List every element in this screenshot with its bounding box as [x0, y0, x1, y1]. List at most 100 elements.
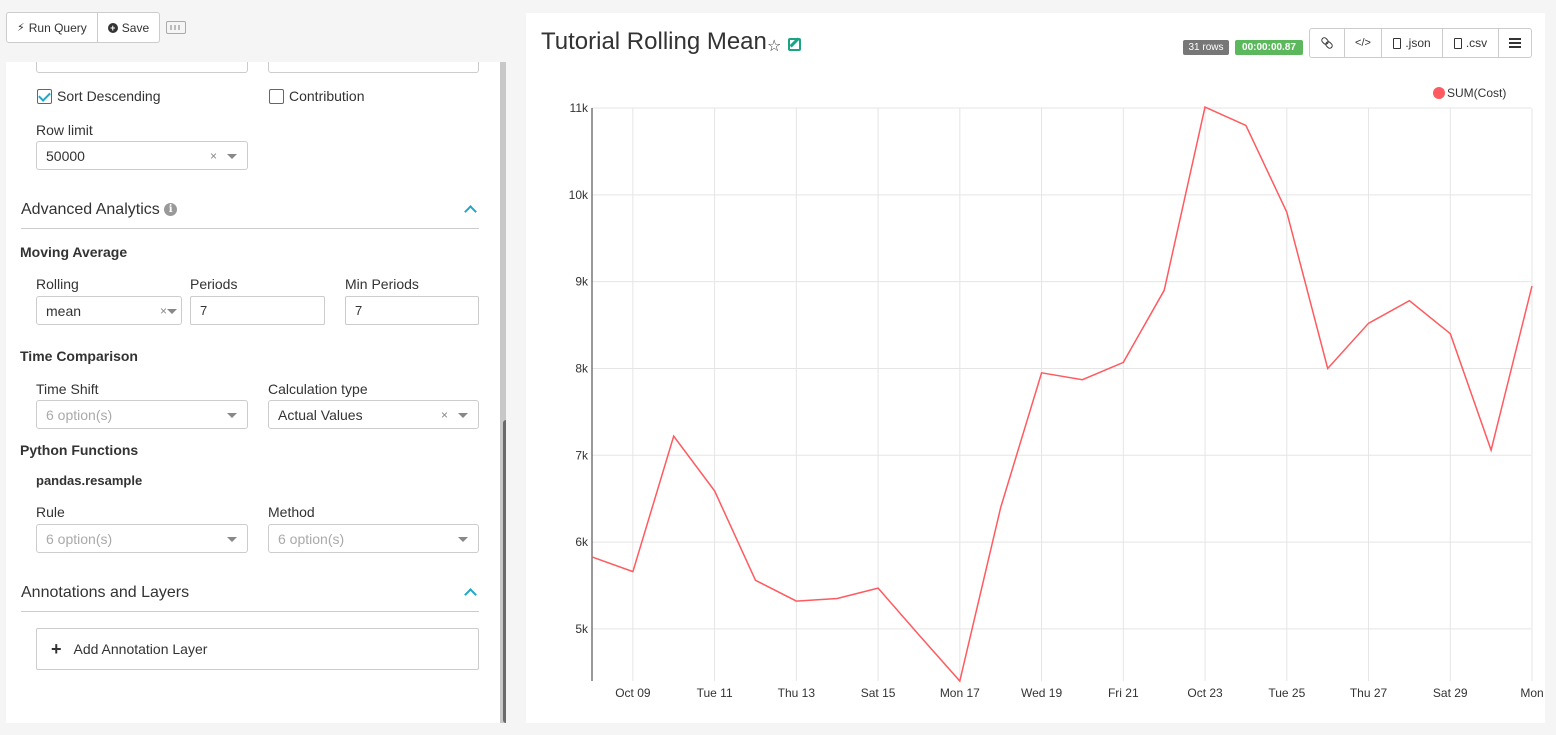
export-csv-button[interactable]: .csv	[1443, 28, 1499, 58]
plus-icon: +	[51, 638, 62, 659]
control-panel: Sort Descending Contribution Row limit 5…	[6, 62, 506, 723]
x-tick-label: Thu 27	[1350, 686, 1388, 700]
keyboard-icon[interactable]	[166, 21, 187, 34]
rule-placeholder: 6 option(s)	[46, 530, 113, 547]
resample-title: pandas.resample	[36, 473, 143, 488]
scrollbar[interactable]	[500, 62, 506, 723]
x-tick-label: Tue 25	[1268, 686, 1305, 700]
clear-icon[interactable]: ×	[159, 304, 167, 318]
rolling-label: Rolling	[36, 276, 79, 292]
section-divider	[21, 228, 479, 229]
x-tick-label: Mon 17	[940, 686, 980, 700]
x-tick-label: Mon	[1520, 686, 1543, 700]
json-label: .json	[1405, 36, 1431, 50]
star-icon[interactable]: ☆	[767, 38, 782, 55]
chevron-down-icon[interactable]	[227, 537, 237, 542]
grid-layer	[592, 107, 1533, 681]
annotations-header[interactable]: Annotations and Layers	[21, 584, 190, 601]
rolling-select[interactable]: mean ×	[36, 296, 182, 325]
x-tick-label: Wed 19	[1021, 686, 1062, 700]
collapse-chevron-icon[interactable]	[464, 588, 477, 601]
contribution-label: Contribution	[289, 88, 365, 104]
chevron-down-icon[interactable]	[227, 413, 237, 418]
x-tick-label: Sat 15	[861, 686, 896, 700]
file-icon	[1453, 37, 1462, 49]
clear-icon[interactable]: ×	[209, 149, 217, 163]
method-placeholder: 6 option(s)	[278, 530, 345, 547]
info-icon[interactable]: i	[164, 203, 178, 217]
time-shift-label: Time Shift	[36, 381, 99, 397]
save-label: Save	[121, 20, 150, 35]
embed-code-button[interactable]: </>	[1345, 28, 1382, 58]
advanced-analytics-title: Advanced Analytics	[21, 201, 160, 218]
x-tick-label: Oct 23	[1187, 686, 1223, 700]
series-layer	[591, 106, 1533, 683]
x-tick-label: Thu 13	[778, 686, 816, 700]
chart-action-buttons: </> .json .csv	[1309, 28, 1532, 58]
min-periods-label: Min Periods	[345, 276, 419, 292]
chart-legend: SUM(Cost)	[1433, 86, 1506, 100]
y-tick-label: 5k	[575, 622, 589, 636]
rule-select[interactable]: 6 option(s)	[36, 524, 248, 553]
code-icon: </>	[1355, 37, 1371, 49]
add-annotation-layer-label: Add Annotation Layer	[73, 641, 208, 657]
periods-input[interactable]: 7	[190, 296, 325, 325]
x-tick-label: Tue 11	[697, 686, 733, 700]
query-button-group: ⚡︎ Run Query + Save	[6, 12, 161, 43]
contribution-checkbox[interactable]	[269, 89, 284, 104]
scrollbar-thumb[interactable]	[503, 420, 506, 723]
rule-label: Rule	[36, 504, 65, 520]
chart-panel: Tutorial Rolling Mean ☆ 31 rows 00:00:00…	[526, 13, 1545, 723]
y-tick-label: 10k	[569, 188, 589, 202]
y-tick-label: 9k	[575, 275, 589, 289]
chevron-down-icon[interactable]	[458, 537, 468, 542]
run-query-label: Run Query	[28, 20, 87, 35]
csv-label: .csv	[1465, 36, 1488, 50]
advanced-analytics-header[interactable]: Advanced Analytics i	[21, 201, 178, 219]
axis-layer: 5k 6k 7k 8k 9k 10k 11k Oct 09 Tue 11 Thu 13 Sat 15…	[569, 101, 1544, 700]
link-button[interactable]	[1309, 28, 1345, 58]
chevron-down-icon[interactable]	[458, 413, 468, 418]
calc-type-label: Calculation type	[268, 381, 368, 397]
method-label: Method	[268, 504, 315, 520]
chevron-down-icon[interactable]	[227, 154, 237, 159]
row-limit-select[interactable]: 50000 ×	[36, 141, 248, 170]
cut-off-select-left[interactable]	[36, 62, 248, 73]
row-limit-label: Row limit	[36, 122, 93, 138]
rolling-value: mean	[46, 302, 82, 319]
time-comparison-title: Time Comparison	[20, 348, 138, 364]
time-shift-select[interactable]: 6 option(s)	[36, 400, 248, 429]
min-periods-input[interactable]: 7	[345, 296, 479, 325]
file-icon	[1393, 37, 1402, 49]
y-tick-label: 8k	[575, 361, 589, 375]
cut-off-select-right[interactable]	[268, 62, 479, 73]
method-select[interactable]: 6 option(s)	[268, 524, 479, 553]
chevron-down-icon[interactable]	[167, 309, 177, 314]
clear-icon[interactable]: ×	[440, 408, 448, 422]
plus-circle-icon: +	[107, 22, 118, 33]
edit-icon[interactable]	[788, 38, 801, 51]
y-tick-label: 11k	[570, 101, 589, 115]
series-line	[591, 106, 1533, 683]
run-query-button[interactable]: ⚡︎ Run Query	[6, 12, 98, 43]
legend-label: SUM(Cost)	[1447, 86, 1506, 100]
sort-descending-label: Sort Descending	[57, 88, 161, 104]
save-button[interactable]: + Save	[97, 12, 161, 43]
export-json-button[interactable]: .json	[1382, 28, 1443, 58]
python-functions-title: Python Functions	[20, 442, 139, 458]
moving-average-title: Moving Average	[20, 244, 128, 260]
collapse-chevron-icon[interactable]	[464, 205, 477, 218]
time-shift-placeholder: 6 option(s)	[46, 406, 113, 423]
y-tick-label: 7k	[575, 448, 589, 462]
more-menu-button[interactable]	[1499, 28, 1532, 58]
x-tick-label: Sat 29	[1433, 686, 1468, 700]
legend-swatch	[1433, 87, 1445, 99]
line-chart: 5k 6k 7k 8k 9k 10k 11k Oct 09 Tue 11 Thu 13 Sat 15…	[569, 86, 1544, 700]
section-divider	[21, 611, 479, 612]
calc-type-select[interactable]: Actual Values ×	[268, 400, 479, 429]
x-tick-label: Fri 21	[1108, 686, 1139, 700]
sort-descending-checkbox[interactable]	[37, 89, 52, 104]
row-count-badge: 31 rows	[1183, 40, 1229, 55]
add-annotation-layer-button[interactable]: + Add Annotation Layer	[36, 628, 479, 670]
y-tick-label: 6k	[575, 535, 589, 549]
